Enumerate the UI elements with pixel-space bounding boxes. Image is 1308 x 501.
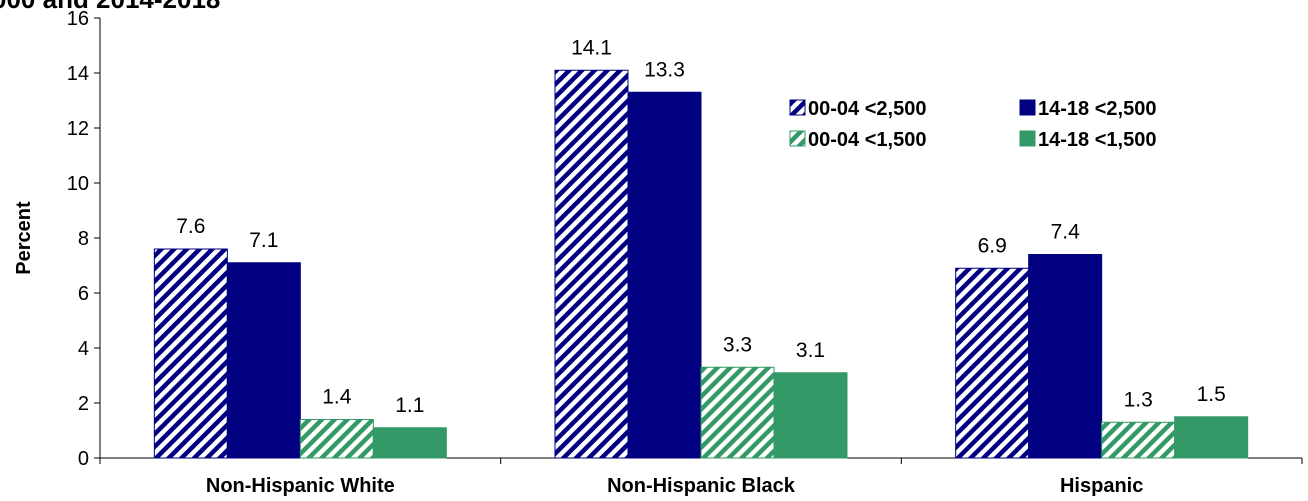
legend-swatch [1019, 99, 1036, 116]
legend-label: 00-04 <2,500 [808, 98, 926, 120]
data-label: 1.5 [1197, 383, 1226, 406]
y-tick-label: 4 [78, 338, 89, 360]
bar [955, 267, 1030, 459]
legend-label: 00-04 <1,500 [808, 129, 926, 151]
y-tick-label: 14 [67, 63, 89, 85]
bar [554, 69, 629, 459]
data-label: 14.1 [571, 36, 612, 59]
data-label: 7.4 [1051, 221, 1081, 244]
legend-swatch [789, 130, 806, 147]
data-label: 3.3 [723, 333, 752, 356]
data-label: 13.3 [644, 58, 685, 81]
bar [773, 372, 848, 459]
legend-label: 14-18 <1,500 [1038, 129, 1156, 151]
data-label: 7.1 [249, 229, 278, 252]
y-tick-label: 2 [78, 393, 89, 415]
bar [1028, 254, 1103, 459]
bars: 7.6 14.1 6.9 7.1 13.3 7.4 1.4 3.3 1.3 1.1 3.1 1.5 [153, 36, 1249, 459]
bar [1174, 416, 1249, 459]
legend: 00-04 <2,500 14-18 <2,500 00-04 <1,500 14-1… [789, 98, 1156, 151]
bar [372, 427, 447, 459]
axes: 0 2 4 6 8 10 12 14 16 Non-Hispanic White Non-Hispa… [67, 8, 1303, 497]
y-tick-label: 0 [78, 448, 89, 470]
bar [153, 248, 228, 459]
data-label: 1.3 [1124, 388, 1153, 411]
x-tick-label: Hispanic [1060, 475, 1143, 497]
y-tick-label: 8 [78, 228, 89, 250]
y-tick-label: 12 [67, 118, 89, 140]
x-tick-label: Non-Hispanic White [206, 475, 395, 497]
y-axis-label: Percent [13, 201, 35, 275]
bar [1101, 421, 1176, 459]
chart-title: 000 and 2014-2018 [0, 0, 220, 14]
x-tick-label: Non-Hispanic Black [607, 475, 796, 497]
data-label: 7.6 [176, 215, 205, 238]
y-tick-label: 6 [78, 283, 89, 305]
data-label: 3.1 [796, 339, 825, 362]
data-label: 6.9 [978, 234, 1007, 257]
data-label: 1.1 [395, 394, 424, 417]
legend-swatch [789, 99, 806, 116]
y-tick-label: 16 [67, 8, 89, 30]
bar [299, 419, 374, 459]
legend-swatch [1019, 130, 1036, 147]
bar [627, 91, 702, 459]
legend-label: 14-18 <2,500 [1038, 98, 1156, 120]
data-label: 1.4 [322, 386, 352, 409]
bar [226, 262, 301, 459]
bar [700, 366, 775, 459]
y-tick-label: 10 [67, 173, 89, 195]
